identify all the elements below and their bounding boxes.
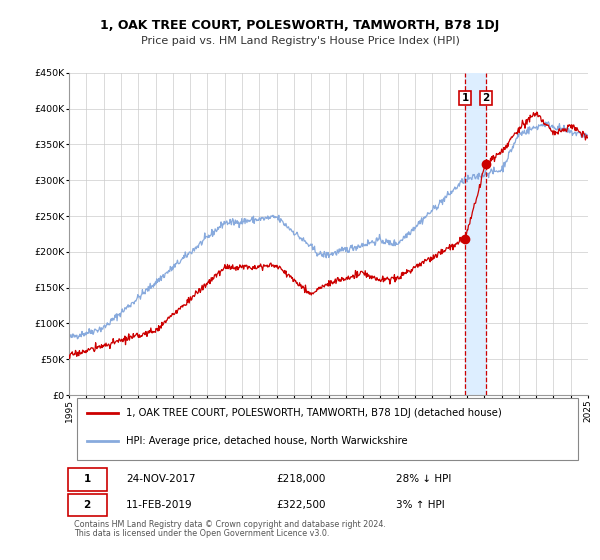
Text: This data is licensed under the Open Government Licence v3.0.: This data is licensed under the Open Gov… bbox=[74, 529, 329, 538]
Text: 28% ↓ HPI: 28% ↓ HPI bbox=[396, 474, 451, 484]
Text: 1, OAK TREE COURT, POLESWORTH, TAMWORTH, B78 1DJ (detached house): 1, OAK TREE COURT, POLESWORTH, TAMWORTH,… bbox=[126, 408, 502, 418]
Text: 3% ↑ HPI: 3% ↑ HPI bbox=[396, 500, 445, 510]
Text: 2: 2 bbox=[83, 500, 91, 510]
FancyBboxPatch shape bbox=[68, 468, 107, 491]
Bar bbox=[465, 73, 486, 395]
Text: £218,000: £218,000 bbox=[277, 474, 326, 484]
Text: Price paid vs. HM Land Registry's House Price Index (HPI): Price paid vs. HM Land Registry's House … bbox=[140, 36, 460, 46]
Text: 2: 2 bbox=[482, 93, 490, 103]
Text: 1, OAK TREE COURT, POLESWORTH, TAMWORTH, B78 1DJ: 1, OAK TREE COURT, POLESWORTH, TAMWORTH,… bbox=[100, 18, 500, 32]
Text: £322,500: £322,500 bbox=[277, 500, 326, 510]
Text: Contains HM Land Registry data © Crown copyright and database right 2024.: Contains HM Land Registry data © Crown c… bbox=[74, 520, 386, 529]
FancyBboxPatch shape bbox=[77, 399, 578, 460]
Text: HPI: Average price, detached house, North Warwickshire: HPI: Average price, detached house, Nort… bbox=[126, 436, 408, 446]
Text: 11-FEB-2019: 11-FEB-2019 bbox=[126, 500, 193, 510]
Text: 1: 1 bbox=[461, 93, 469, 103]
Text: 1: 1 bbox=[83, 474, 91, 484]
Text: 24-NOV-2017: 24-NOV-2017 bbox=[126, 474, 196, 484]
FancyBboxPatch shape bbox=[68, 493, 107, 516]
